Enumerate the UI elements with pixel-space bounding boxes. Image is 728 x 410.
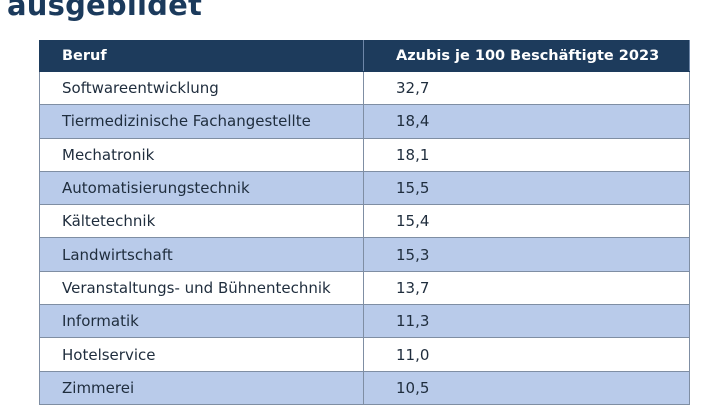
cell-beruf: Tiermedizinische Fachangestellte bbox=[39, 104, 364, 139]
cell-beruf: Landwirtschaft bbox=[39, 237, 364, 272]
table-row: Zimmerei 10,5 bbox=[39, 370, 690, 405]
cell-wert: 10,5 bbox=[363, 370, 690, 405]
cell-beruf: Informatik bbox=[39, 304, 364, 339]
table-row: Softwareentwicklung 32,7 bbox=[39, 70, 690, 106]
column-header-beruf: Beruf bbox=[39, 40, 364, 72]
data-table: Beruf Azubis je 100 Beschäftigte 2023 So… bbox=[39, 40, 690, 405]
table-row: Informatik 11,3 bbox=[39, 304, 690, 339]
cell-beruf: Hotelservice bbox=[39, 337, 364, 372]
cell-wert: 15,3 bbox=[363, 237, 690, 272]
table-header-row: Beruf Azubis je 100 Beschäftigte 2023 bbox=[39, 40, 690, 72]
cell-beruf: Softwareentwicklung bbox=[39, 70, 364, 106]
cell-beruf: Zimmerei bbox=[39, 370, 364, 405]
cell-beruf: Veranstaltungs- und Bühnentechnik bbox=[39, 270, 364, 306]
cell-wert: 32,7 bbox=[363, 70, 690, 106]
cell-wert: 13,7 bbox=[363, 270, 690, 306]
cell-wert: 15,5 bbox=[363, 170, 690, 206]
column-header-azubis: Azubis je 100 Beschäftigte 2023 bbox=[363, 40, 690, 72]
cell-beruf: Kältetechnik bbox=[39, 204, 364, 239]
cell-beruf: Automatisierungstechnik bbox=[39, 170, 364, 206]
cell-wert: 18,4 bbox=[363, 104, 690, 139]
table-body: Softwareentwicklung 32,7 Tiermedizinische … bbox=[39, 70, 690, 405]
cell-wert: 18,1 bbox=[363, 137, 690, 172]
cell-wert: 11,3 bbox=[363, 304, 690, 339]
table-row: Mechatronik 18,1 bbox=[39, 137, 690, 172]
table-row: Veranstaltungs- und Bühnentechnik 13,7 bbox=[39, 270, 690, 306]
table-row: Hotelservice 11,0 bbox=[39, 337, 690, 372]
cell-wert: 15,4 bbox=[363, 204, 690, 239]
cell-beruf: Mechatronik bbox=[39, 137, 364, 172]
table-row: Landwirtschaft 15,3 bbox=[39, 237, 690, 272]
data-table-container: Beruf Azubis je 100 Beschäftigte 2023 So… bbox=[39, 40, 690, 405]
page-heading: ausgebildet bbox=[7, 0, 203, 22]
table-row: Kältetechnik 15,4 bbox=[39, 204, 690, 239]
cell-wert: 11,0 bbox=[363, 337, 690, 372]
table-row: Tiermedizinische Fachangestellte 18,4 bbox=[39, 104, 690, 139]
table-row: Automatisierungstechnik 15,5 bbox=[39, 170, 690, 206]
